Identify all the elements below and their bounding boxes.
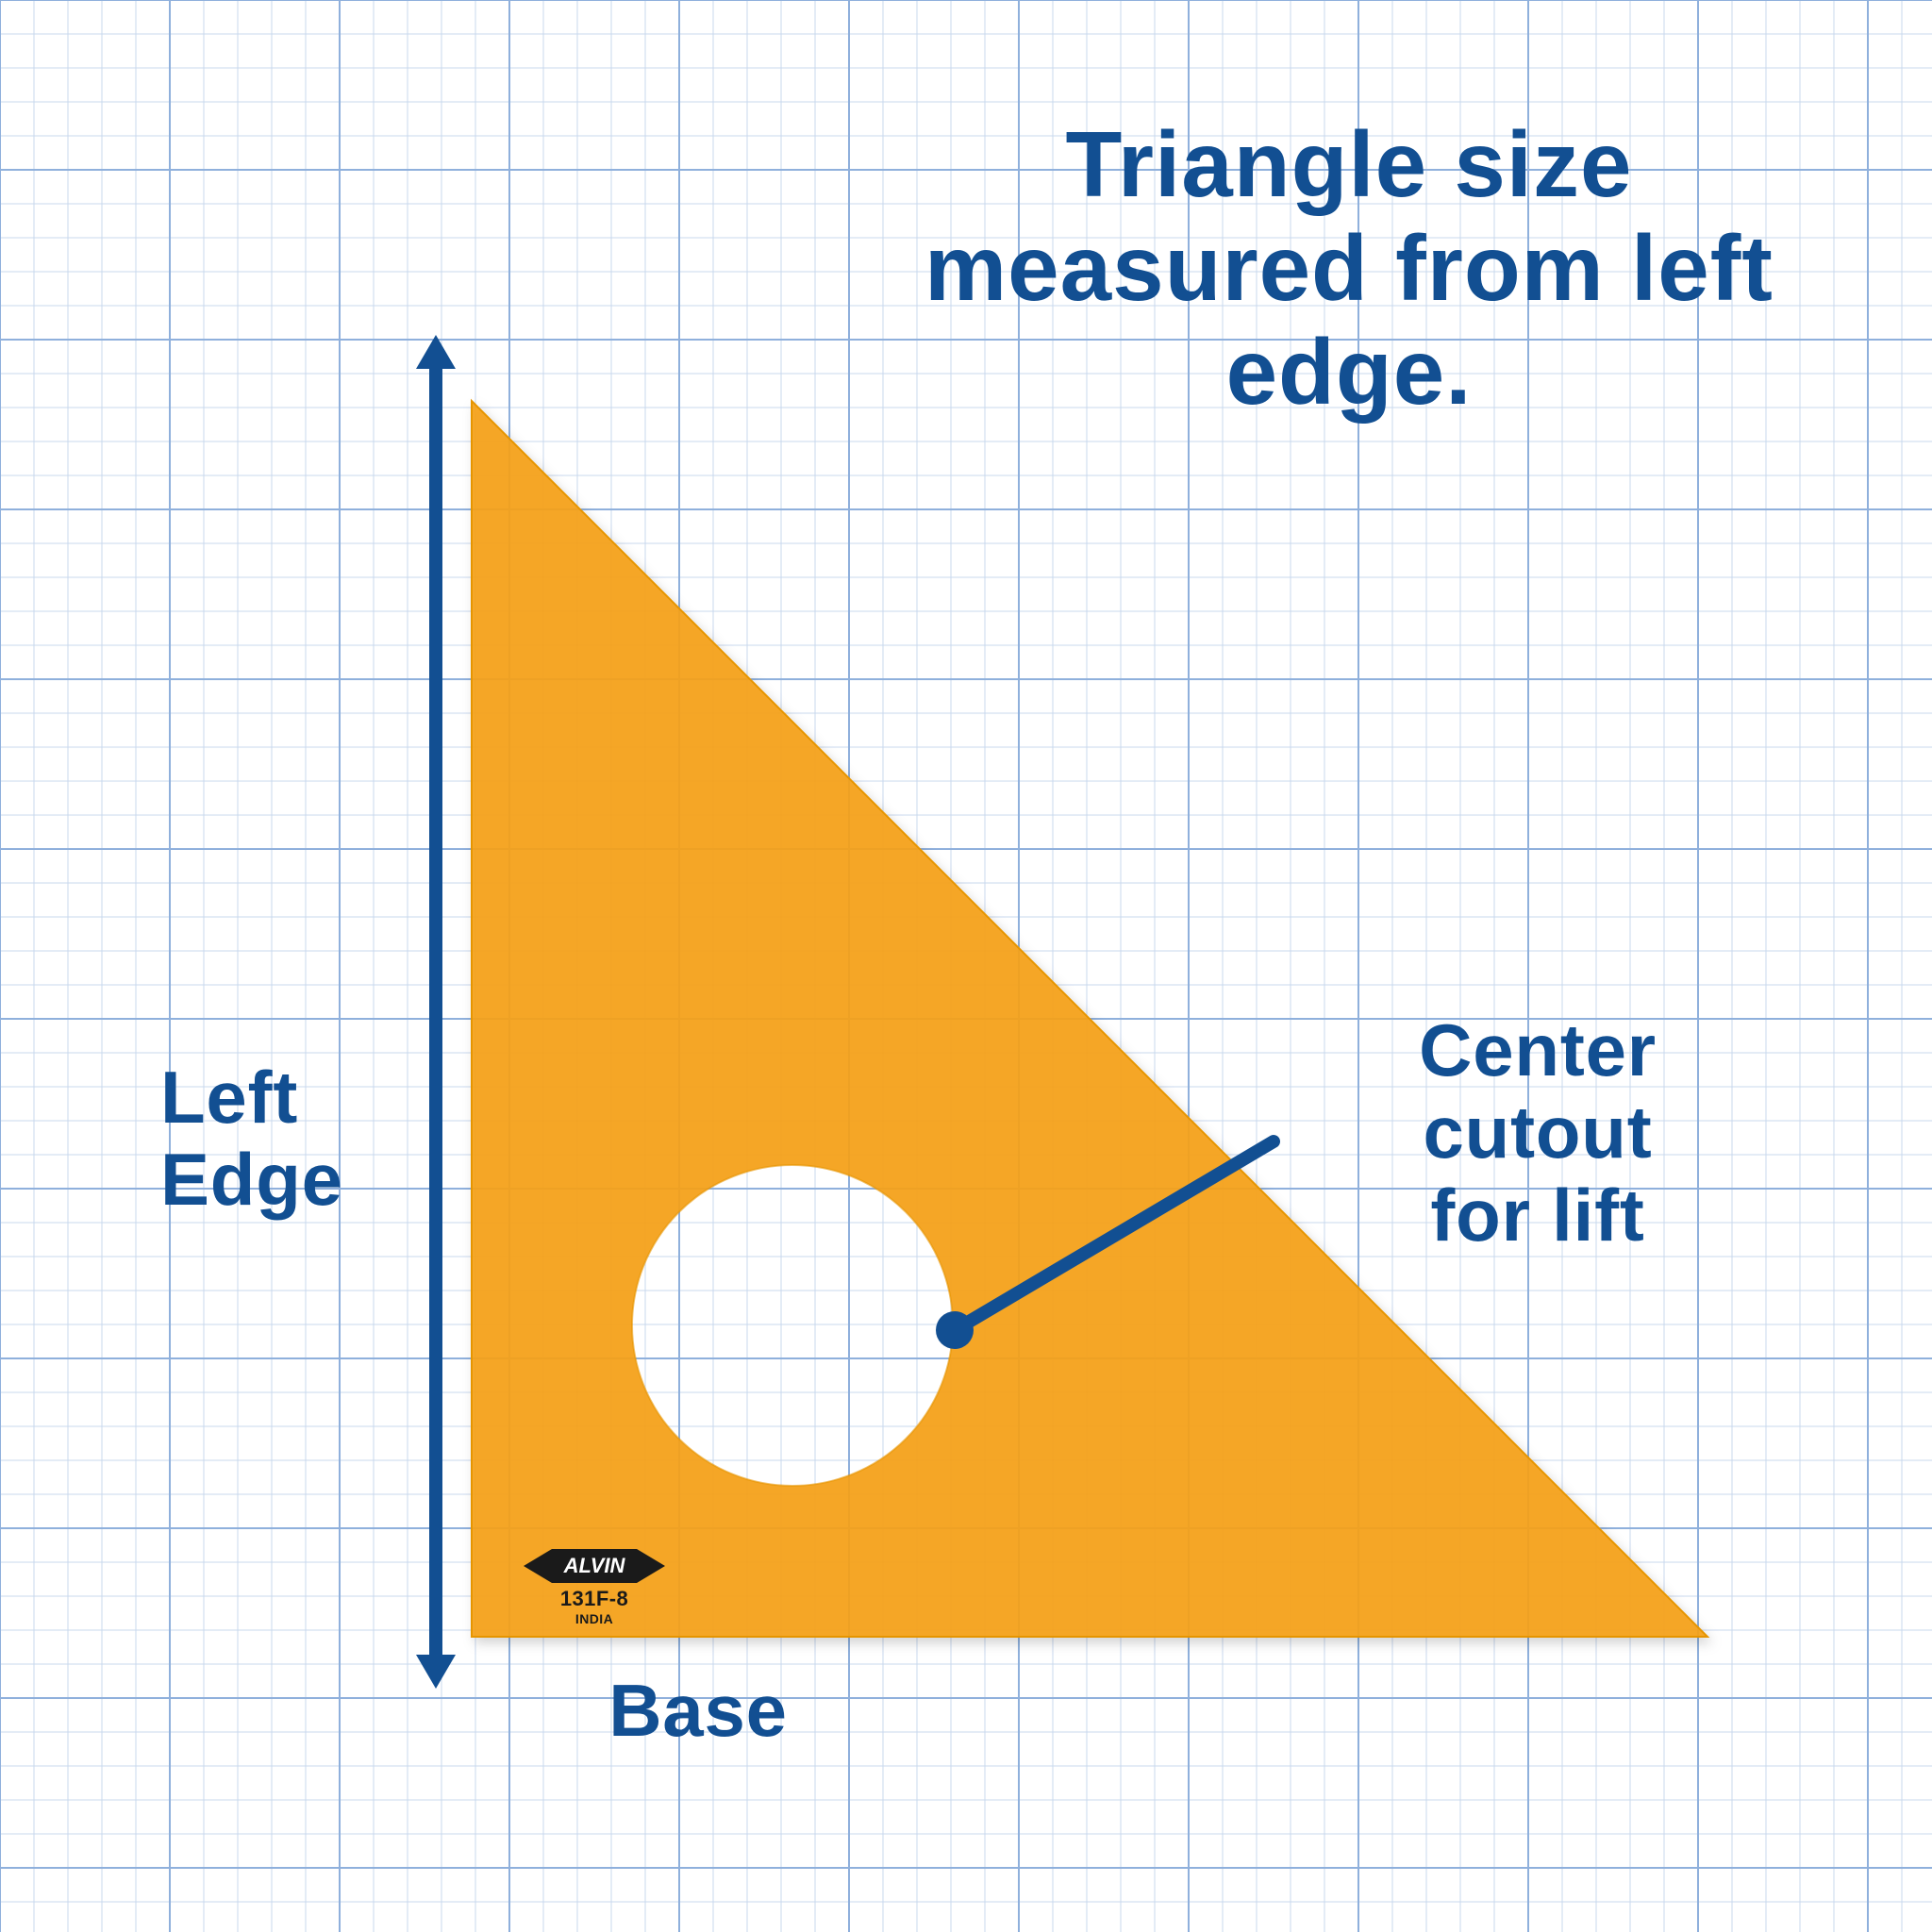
left-edge-label: Left Edge xyxy=(160,1057,406,1222)
brand-origin: INDIA xyxy=(519,1611,670,1626)
brand-name: ALVIN xyxy=(563,1554,626,1577)
brand-model: 131F-8 xyxy=(519,1587,670,1611)
infographic-stage: Triangle size measured from left edge. L… xyxy=(0,0,1932,1932)
left-edge-label-line2: Edge xyxy=(160,1139,406,1221)
cutout-label-line2: cutout xyxy=(1274,1091,1802,1174)
cutout-label: Center cutout for lift xyxy=(1274,1009,1802,1257)
brand-mark: ALVIN 131F-8 INDIA xyxy=(519,1547,670,1626)
title-text: Triangle size measured from left edge. xyxy=(868,113,1830,424)
base-label: Base xyxy=(604,1670,792,1752)
cutout-label-line1: Center xyxy=(1274,1009,1802,1091)
left-edge-label-line1: Left xyxy=(160,1057,406,1139)
brand-diamond-icon: ALVIN xyxy=(524,1547,665,1585)
cutout-label-line3: for lift xyxy=(1274,1174,1802,1257)
